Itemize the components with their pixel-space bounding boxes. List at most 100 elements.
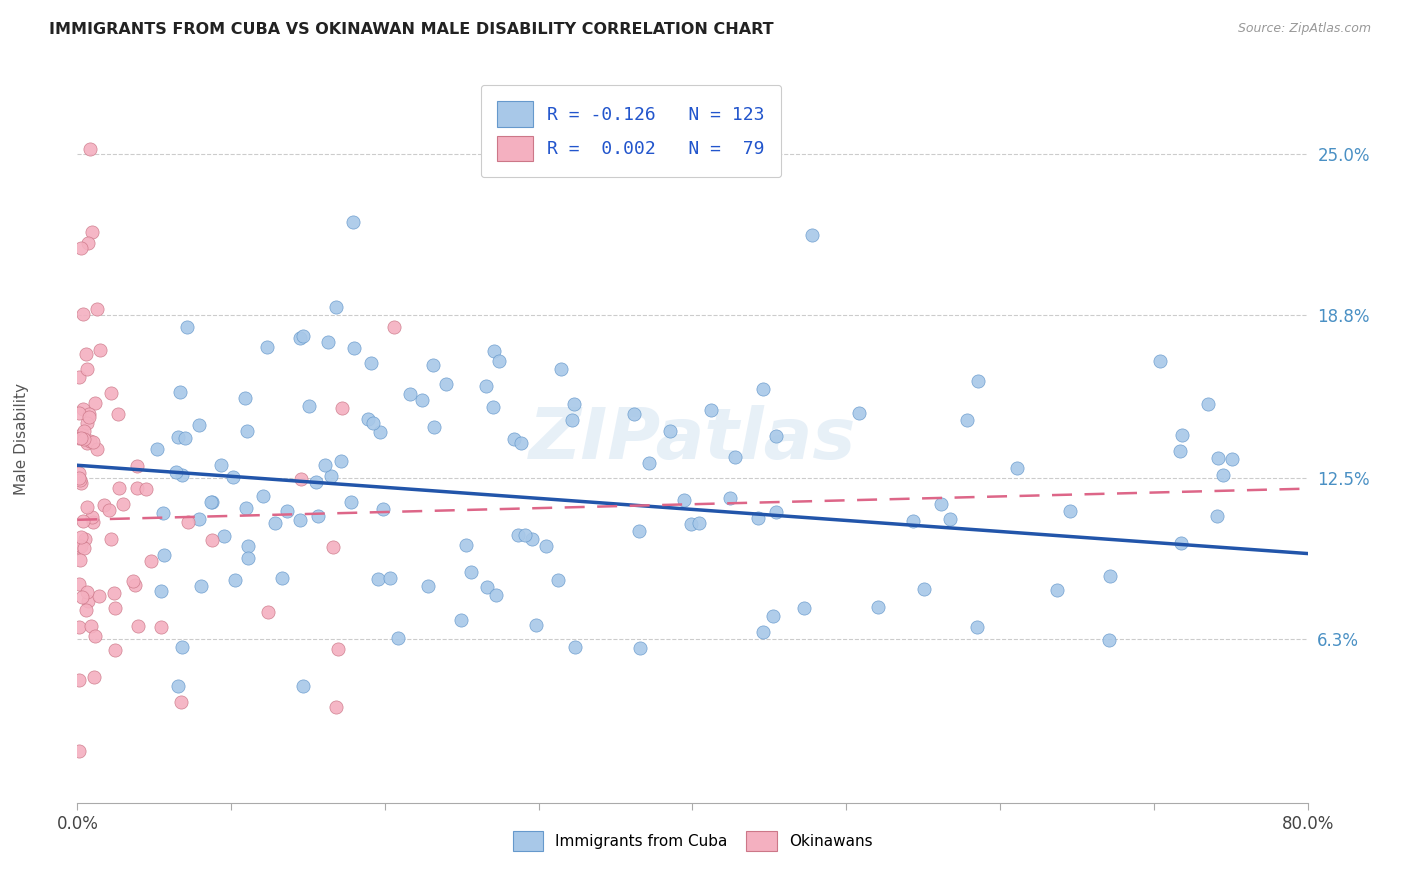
Point [475, 379, 498, 393]
Point [188, 512, 211, 526]
Point [135, 483, 157, 497]
Point [434, 376, 457, 391]
Point [67, 406, 90, 420]
Point [104, 600, 127, 615]
Point [172, 640, 194, 654]
Point [298, 399, 321, 413]
Point [271, 571, 294, 585]
Point [121, 574, 143, 588]
Point [79, 619, 101, 633]
Point [153, 548, 176, 562]
Point [724, 450, 747, 464]
Point [76, 362, 98, 376]
Point [700, 402, 723, 417]
Point [188, 417, 211, 432]
Point [485, 588, 508, 602]
Point [150, 583, 173, 598]
Point [167, 679, 190, 693]
Point [190, 579, 212, 593]
Point [70, 530, 93, 544]
Point [69, 553, 91, 567]
Point [367, 572, 389, 586]
Point [152, 506, 174, 520]
Point [765, 429, 787, 443]
Point [100, 532, 122, 546]
Text: ZIPatlas: ZIPatlas [529, 405, 856, 474]
Point [83, 670, 105, 684]
Point [623, 408, 645, 422]
Point [167, 430, 190, 444]
Point [955, 413, 977, 427]
Point [112, 497, 135, 511]
Point [688, 516, 710, 531]
Point [141, 554, 163, 568]
Point [454, 538, 477, 552]
Point [387, 631, 409, 645]
Point [174, 431, 197, 445]
Point [1208, 450, 1230, 465]
Point [513, 528, 536, 542]
Point [460, 565, 482, 579]
Point [69, 431, 91, 445]
Point [371, 501, 394, 516]
Point [290, 513, 312, 527]
Point [104, 643, 127, 657]
Point [550, 361, 572, 376]
Point [1197, 397, 1219, 411]
Point [360, 356, 382, 370]
Point [290, 472, 312, 486]
Point [201, 533, 224, 547]
Point [1149, 353, 1171, 368]
Point [72, 514, 94, 528]
Point [368, 425, 391, 439]
Point [252, 489, 274, 503]
Point [264, 516, 287, 531]
Point [67, 620, 90, 634]
Point [80, 510, 103, 524]
Point [318, 334, 340, 349]
Point [222, 470, 245, 484]
Point [326, 642, 349, 657]
Point [339, 495, 361, 509]
Point [503, 432, 526, 446]
Point [73, 432, 96, 446]
Point [70, 476, 93, 491]
Point [172, 467, 194, 482]
Point [901, 514, 924, 528]
Point [67, 540, 90, 554]
Point [201, 494, 224, 508]
Point [627, 524, 650, 538]
Point [73, 541, 96, 555]
Point [292, 679, 315, 693]
Point [630, 641, 652, 656]
Point [868, 600, 890, 615]
Point [1220, 451, 1243, 466]
Point [69, 473, 91, 487]
Point [291, 328, 314, 343]
Point [411, 392, 433, 407]
Point [752, 625, 775, 640]
Point [72, 307, 94, 321]
Point [214, 528, 236, 542]
Point [422, 358, 444, 372]
Point [79, 142, 101, 156]
Point [966, 620, 988, 634]
Point [209, 458, 232, 472]
Point [638, 456, 661, 470]
Point [967, 375, 990, 389]
Point [329, 454, 352, 468]
Point [800, 227, 823, 242]
Point [747, 511, 769, 525]
Point [672, 492, 695, 507]
Point [450, 613, 472, 627]
Point [76, 416, 98, 430]
Point [564, 640, 586, 655]
Point [176, 320, 198, 334]
Point [75, 603, 97, 617]
Point [482, 401, 505, 415]
Point [509, 435, 531, 450]
Point [79, 407, 101, 421]
Point [1059, 503, 1081, 517]
Point [70, 539, 93, 553]
Point [307, 509, 329, 524]
